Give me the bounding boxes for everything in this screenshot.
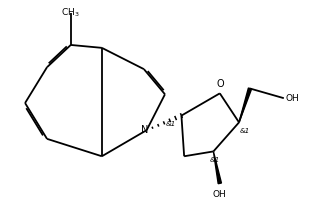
Text: &1: &1 bbox=[210, 157, 220, 163]
Polygon shape bbox=[214, 152, 221, 184]
Text: CH$_3$: CH$_3$ bbox=[62, 7, 80, 19]
Text: OH: OH bbox=[285, 94, 299, 103]
Text: &1: &1 bbox=[240, 128, 250, 134]
Polygon shape bbox=[239, 88, 252, 122]
Text: N: N bbox=[141, 125, 149, 135]
Text: &1: &1 bbox=[166, 121, 176, 127]
Text: OH: OH bbox=[213, 190, 227, 199]
Text: O: O bbox=[216, 79, 224, 89]
